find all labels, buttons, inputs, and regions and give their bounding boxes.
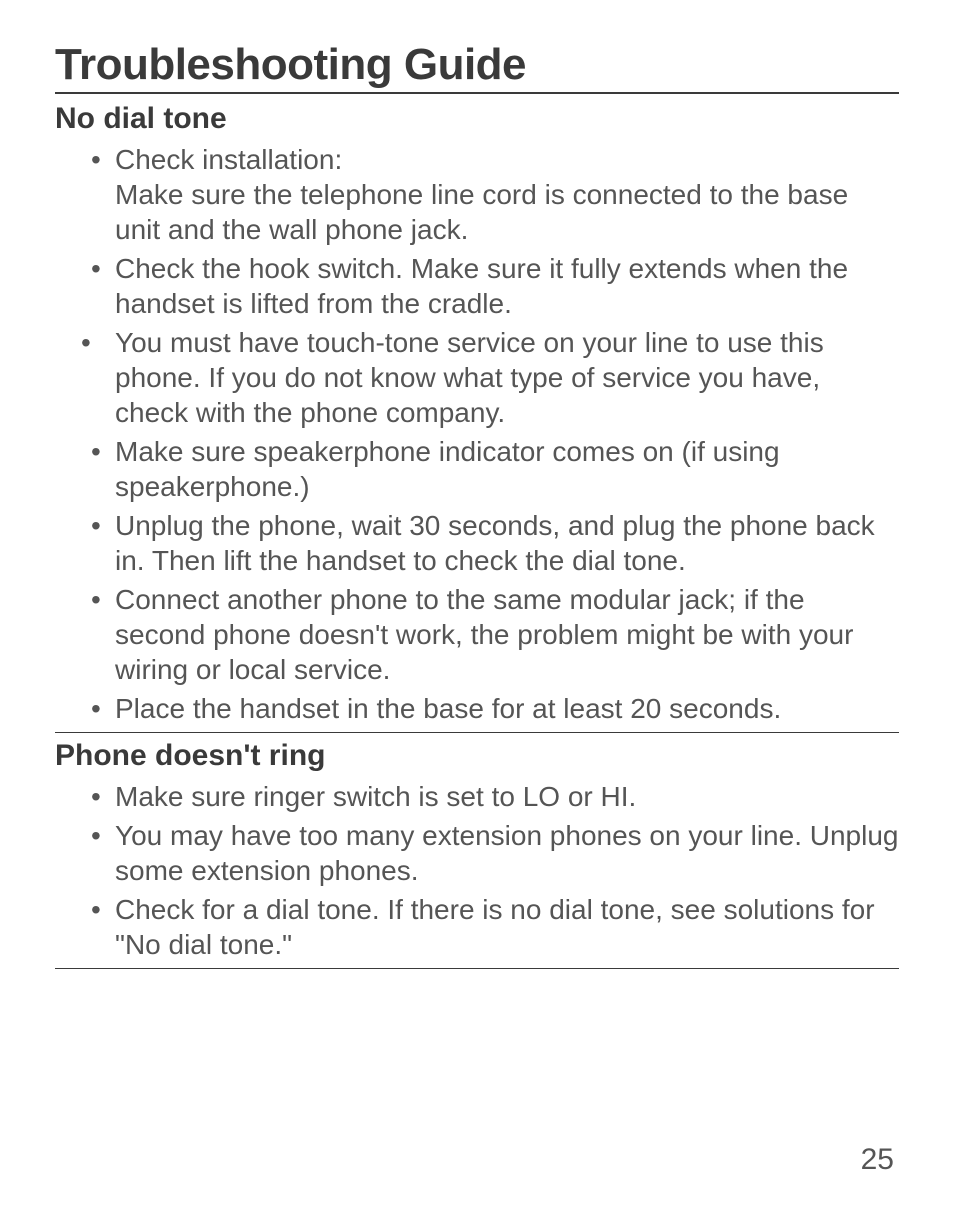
list-item: Make sure speakerphone indicator comes o… xyxy=(91,434,899,504)
list-item: Unplug the phone, wait 30 seconds, and p… xyxy=(91,508,899,578)
list-item-text: You may have too many extension phones o… xyxy=(115,820,898,886)
list-item: Check for a dial tone. If there is no di… xyxy=(91,892,899,962)
list-item: Connect another phone to the same modula… xyxy=(91,582,899,687)
list-item: Check installation: Make sure the teleph… xyxy=(91,142,899,247)
bullet-list-no-dial-tone: Check installation: Make sure the teleph… xyxy=(55,142,899,726)
page-number: 25 xyxy=(861,1143,894,1177)
list-item-text: Place the handset in the base for at lea… xyxy=(115,693,781,724)
list-item: You may have too many extension phones o… xyxy=(91,818,899,888)
list-item-text: Check the hook switch. Make sure it full… xyxy=(115,253,848,319)
section-heading-phone-doesnt-ring: Phone doesn't ring xyxy=(55,739,899,773)
list-item: You must have touch-tone service on your… xyxy=(91,325,899,430)
list-item-text: Connect another phone to the same modula… xyxy=(115,584,853,685)
page-title: Troubleshooting Guide xyxy=(55,40,899,94)
list-item: Make sure ringer switch is set to LO or … xyxy=(91,779,899,814)
section-heading-no-dial-tone: No dial tone xyxy=(55,102,899,136)
section-divider xyxy=(55,732,899,733)
list-item-text: Unplug the phone, wait 30 seconds, and p… xyxy=(115,510,875,576)
section-divider xyxy=(55,968,899,969)
list-item: Check the hook switch. Make sure it full… xyxy=(91,251,899,321)
list-item-text: Check installation: xyxy=(115,144,342,175)
bullet-list-phone-doesnt-ring: Make sure ringer switch is set to LO or … xyxy=(55,779,899,962)
list-item-text: Make sure ringer switch is set to LO or … xyxy=(115,781,636,812)
list-item-text: Make sure speakerphone indicator comes o… xyxy=(115,436,780,502)
list-item: Place the handset in the base for at lea… xyxy=(91,691,899,726)
list-item-subtext: Make sure the telephone line cord is con… xyxy=(115,177,899,247)
list-item-text: You must have touch-tone service on your… xyxy=(115,327,824,428)
list-item-text: Check for a dial tone. If there is no di… xyxy=(115,894,875,960)
